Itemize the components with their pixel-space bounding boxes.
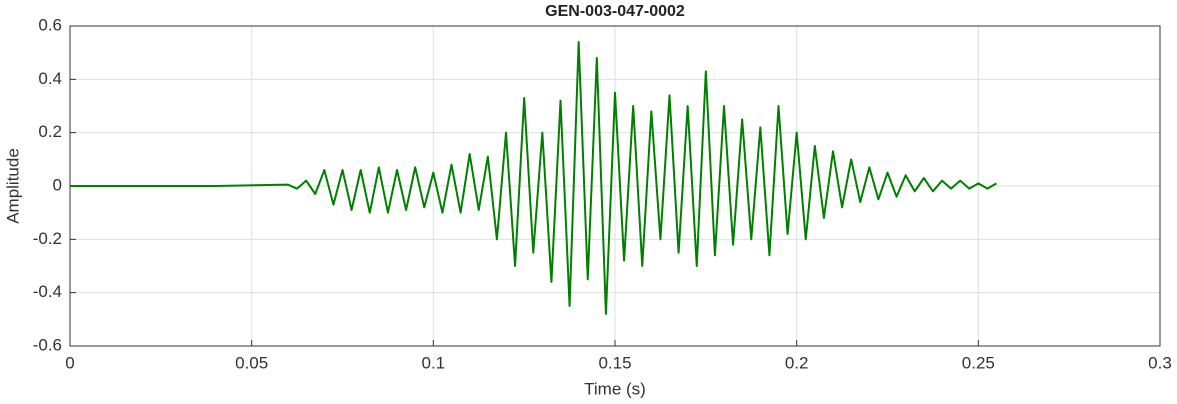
y-tick-label: -0.2 xyxy=(33,229,62,248)
x-tick-label: 0.3 xyxy=(1148,353,1172,372)
y-tick-label: 0 xyxy=(53,175,62,194)
y-tick-label: 0.2 xyxy=(38,122,62,141)
x-tick-label: 0.05 xyxy=(235,353,268,372)
y-tick-label: 0.6 xyxy=(38,15,62,34)
x-tick-label: 0 xyxy=(65,353,74,372)
x-tick-label: 0.25 xyxy=(962,353,995,372)
x-axis-label: Time (s) xyxy=(584,379,646,398)
y-tick-label: -0.4 xyxy=(33,282,62,301)
y-tick-label: 0.4 xyxy=(38,69,62,88)
waveform-line xyxy=(70,41,998,315)
x-tick-label: 0.1 xyxy=(422,353,446,372)
y-axis-label: Amplitude xyxy=(3,148,22,224)
y-tick-label: -0.6 xyxy=(33,335,62,354)
chart-title: GEN-003-047-0002 xyxy=(545,3,685,20)
x-tick-label: 0.2 xyxy=(785,353,809,372)
x-tick-label: 0.15 xyxy=(598,353,631,372)
